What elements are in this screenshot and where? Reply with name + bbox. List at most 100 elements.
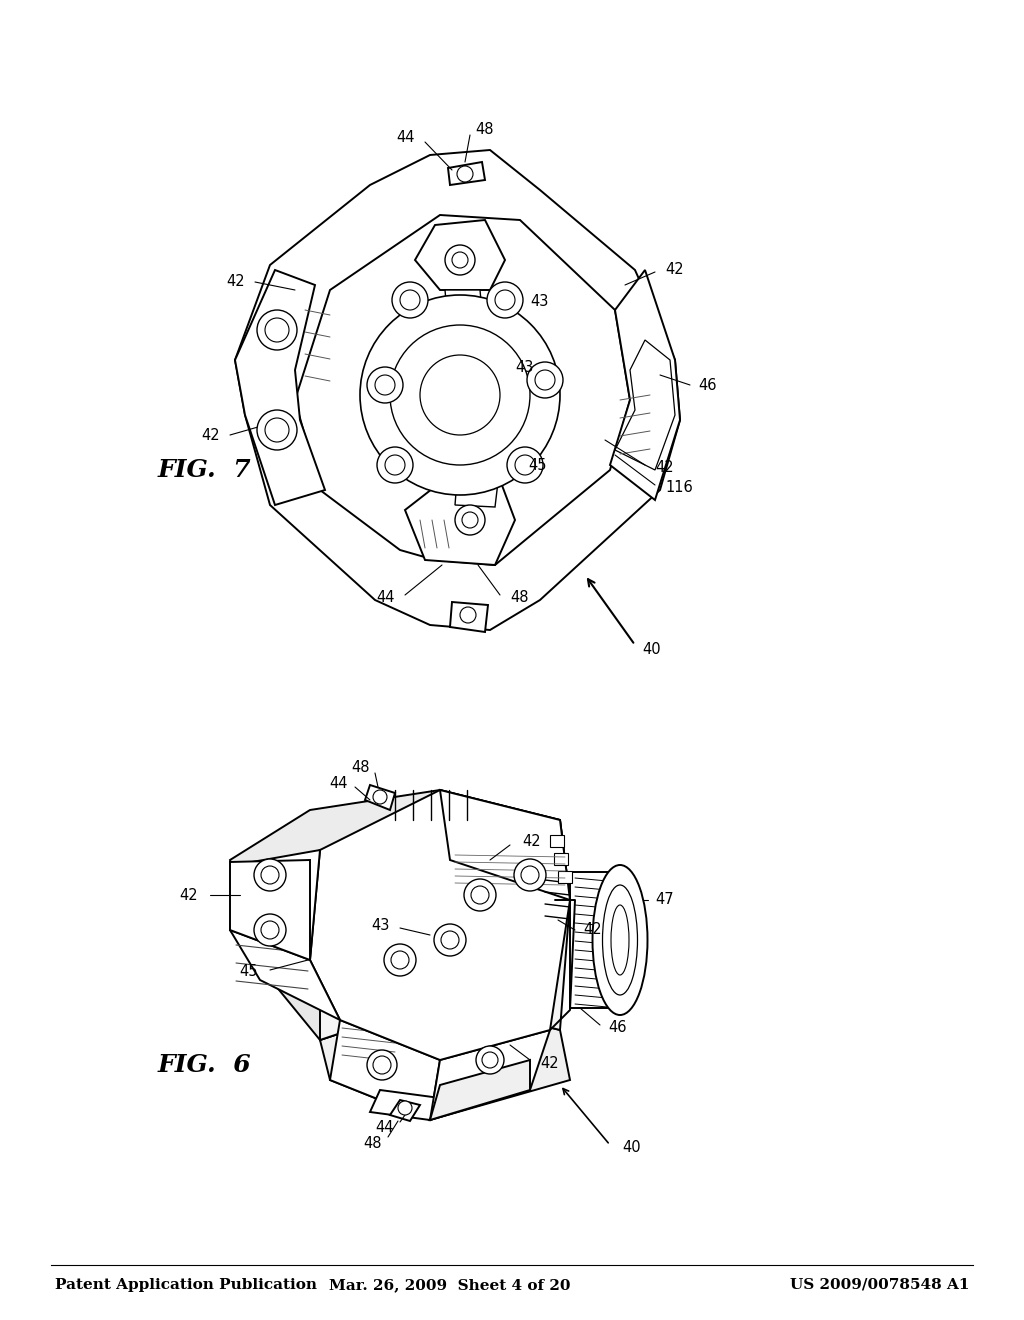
Text: 45: 45: [240, 965, 258, 979]
Polygon shape: [400, 335, 520, 450]
Circle shape: [360, 294, 560, 495]
Circle shape: [457, 166, 473, 182]
Circle shape: [441, 931, 459, 949]
Circle shape: [471, 886, 489, 904]
Text: 48: 48: [475, 123, 494, 137]
Polygon shape: [445, 290, 482, 312]
Circle shape: [261, 921, 279, 939]
Text: 48: 48: [364, 1135, 382, 1151]
Circle shape: [257, 411, 297, 450]
Circle shape: [495, 290, 515, 310]
Circle shape: [400, 290, 420, 310]
Polygon shape: [319, 1001, 570, 1119]
Circle shape: [398, 1101, 412, 1115]
Circle shape: [261, 866, 279, 884]
Text: 47: 47: [655, 892, 674, 908]
Ellipse shape: [602, 884, 638, 995]
Circle shape: [367, 367, 403, 403]
Text: 44: 44: [396, 131, 415, 145]
Circle shape: [445, 246, 475, 275]
Text: 40: 40: [622, 1140, 641, 1155]
Circle shape: [390, 325, 530, 465]
Ellipse shape: [593, 865, 647, 1015]
Circle shape: [265, 318, 289, 342]
Polygon shape: [330, 1020, 440, 1119]
Text: 42: 42: [665, 263, 684, 277]
Circle shape: [377, 447, 413, 483]
Polygon shape: [430, 1030, 550, 1119]
Circle shape: [254, 913, 286, 946]
Polygon shape: [422, 358, 495, 425]
Circle shape: [254, 859, 286, 891]
Text: Mar. 26, 2009  Sheet 4 of 20: Mar. 26, 2009 Sheet 4 of 20: [330, 1278, 570, 1292]
Text: FIG.  6: FIG. 6: [158, 1053, 252, 1077]
Polygon shape: [230, 931, 340, 1020]
Circle shape: [257, 310, 297, 350]
Polygon shape: [430, 1060, 530, 1119]
Circle shape: [452, 252, 468, 268]
Polygon shape: [450, 602, 488, 632]
Circle shape: [487, 282, 523, 318]
Text: 42: 42: [226, 275, 245, 289]
Polygon shape: [415, 220, 505, 290]
Circle shape: [535, 370, 555, 389]
Polygon shape: [558, 871, 572, 883]
Polygon shape: [230, 850, 440, 1040]
Circle shape: [367, 1049, 397, 1080]
Polygon shape: [370, 1090, 440, 1119]
Circle shape: [527, 362, 563, 399]
Circle shape: [373, 789, 387, 804]
Text: 42: 42: [179, 887, 198, 903]
Text: 42: 42: [202, 428, 220, 442]
Circle shape: [464, 879, 496, 911]
Polygon shape: [610, 271, 680, 500]
Circle shape: [391, 950, 409, 969]
Polygon shape: [365, 785, 395, 810]
Text: 42: 42: [540, 1056, 559, 1071]
Polygon shape: [406, 475, 515, 565]
Polygon shape: [554, 853, 568, 865]
Polygon shape: [455, 480, 498, 507]
Text: 42: 42: [522, 834, 541, 850]
Circle shape: [462, 512, 478, 528]
Polygon shape: [310, 789, 570, 1060]
Polygon shape: [449, 162, 485, 185]
Circle shape: [420, 355, 500, 436]
Polygon shape: [440, 789, 570, 900]
Polygon shape: [230, 789, 570, 900]
Text: 48: 48: [351, 760, 370, 776]
Polygon shape: [390, 1100, 420, 1121]
Text: 46: 46: [608, 1020, 627, 1035]
Text: FIG.  7: FIG. 7: [158, 458, 252, 482]
Text: 116: 116: [665, 480, 693, 495]
Polygon shape: [570, 873, 620, 1008]
Text: 43: 43: [515, 360, 534, 375]
Circle shape: [515, 455, 535, 475]
Circle shape: [375, 375, 395, 395]
Text: Patent Application Publication: Patent Application Publication: [55, 1278, 317, 1292]
Circle shape: [455, 506, 485, 535]
Polygon shape: [230, 850, 319, 960]
Polygon shape: [615, 341, 675, 470]
Circle shape: [385, 455, 406, 475]
Text: 40: 40: [642, 643, 660, 657]
Text: 43: 43: [530, 294, 549, 309]
Polygon shape: [234, 150, 680, 630]
Circle shape: [460, 607, 476, 623]
Circle shape: [265, 418, 289, 442]
Text: 43: 43: [372, 919, 390, 933]
Circle shape: [514, 859, 546, 891]
Circle shape: [392, 282, 428, 318]
Text: 45: 45: [528, 458, 547, 473]
Text: 42: 42: [583, 923, 602, 937]
Text: 44: 44: [377, 590, 395, 606]
Circle shape: [476, 1045, 504, 1074]
Circle shape: [384, 944, 416, 975]
Polygon shape: [230, 861, 310, 960]
Text: US 2009/0078548 A1: US 2009/0078548 A1: [791, 1278, 970, 1292]
Text: 46: 46: [698, 378, 717, 392]
Circle shape: [507, 447, 543, 483]
Text: 42: 42: [655, 461, 674, 475]
Text: 44: 44: [376, 1121, 394, 1135]
Circle shape: [373, 1056, 391, 1074]
